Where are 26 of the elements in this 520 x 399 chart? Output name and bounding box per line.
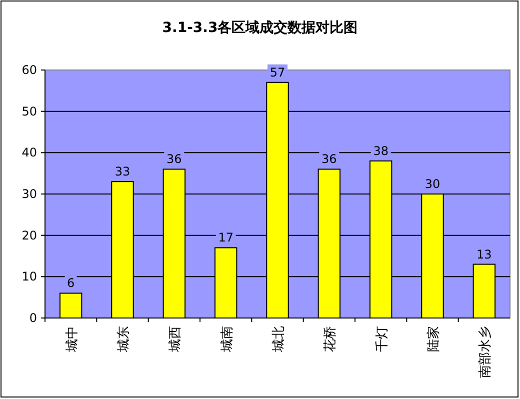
x-tick-label: 千灯 — [374, 326, 390, 352]
x-tick-label: 花桥 — [323, 326, 338, 352]
y-tick-label: 20 — [22, 228, 37, 242]
y-tick-label: 30 — [22, 187, 37, 201]
y-tick-label: 10 — [22, 270, 37, 284]
y-tick-label: 50 — [22, 104, 37, 118]
data-label: 17 — [218, 230, 234, 245]
x-tick-label: 城北 — [272, 326, 286, 353]
x-tick-label: 城东 — [116, 326, 132, 353]
x-tick-label: 城中 — [64, 326, 80, 353]
data-label: 30 — [424, 177, 440, 191]
y-tick-label: 40 — [22, 146, 37, 160]
data-label: 13 — [476, 247, 492, 262]
y-tick-label: 60 — [22, 63, 37, 77]
x-tick-label: 城西 — [168, 326, 184, 353]
data-label: 33 — [114, 164, 130, 179]
y-tick-label: 0 — [29, 311, 37, 325]
data-label: 36 — [322, 152, 337, 166]
x-tick-label: 南部水乡 — [478, 326, 494, 378]
x-tick-label: 城南 — [220, 326, 235, 353]
data-label: 6 — [67, 276, 75, 290]
data-label: 57 — [270, 65, 286, 80]
x-tick-label: 陆家 — [426, 326, 442, 352]
data-label: 38 — [373, 144, 388, 158]
title: 3.1-3.3各区域成交数据对比图 — [162, 20, 358, 36]
data-label: 36 — [166, 152, 182, 166]
